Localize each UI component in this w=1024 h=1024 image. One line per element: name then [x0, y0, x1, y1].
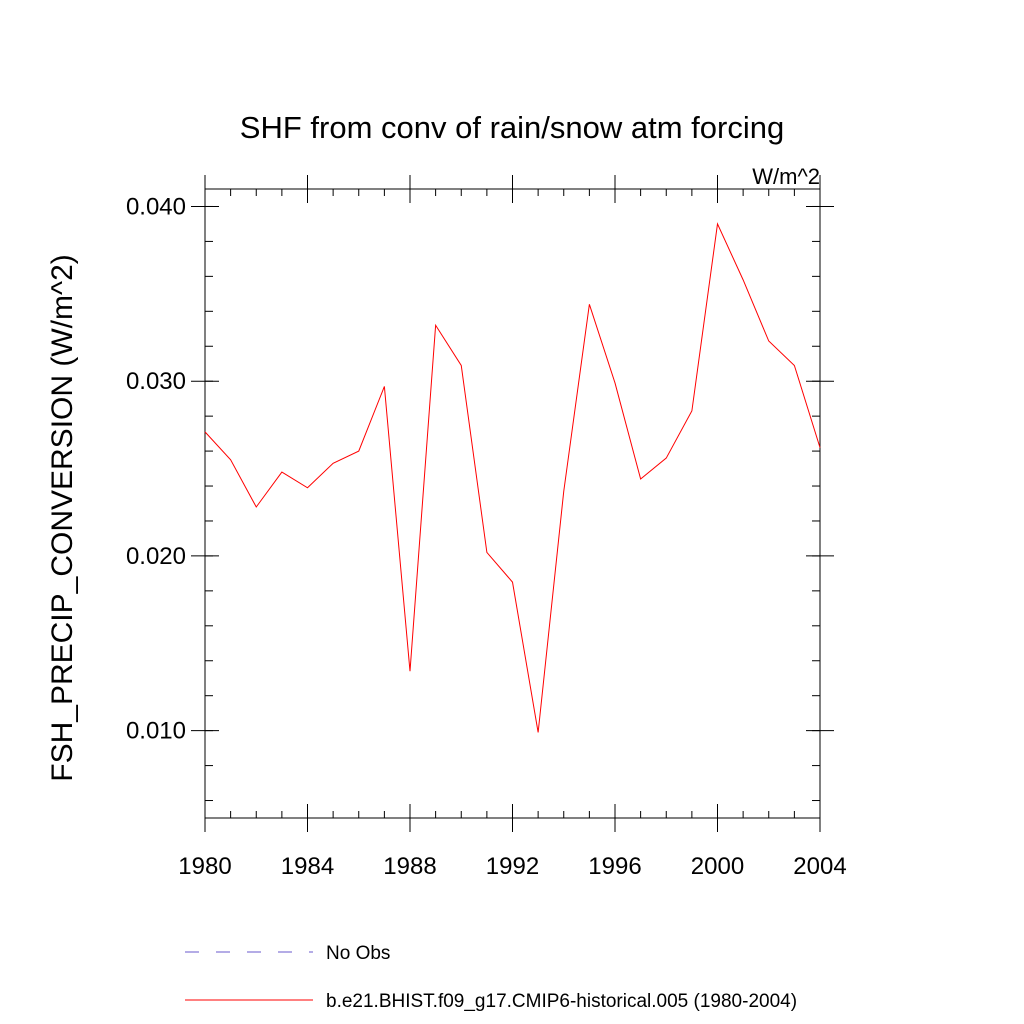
y-tick-label: 0.010: [126, 718, 186, 745]
series-line: [204, 222, 821, 733]
data-point: [615, 382, 616, 383]
data-point: [461, 365, 462, 366]
units-label: W/m^2: [752, 164, 820, 189]
legend: No Obs b.e21.BHIST.f09_g17.CMIP6-historic…: [185, 943, 797, 1012]
data-point: [512, 582, 513, 583]
x-tick-label: 1996: [588, 853, 641, 880]
data-point: [333, 463, 334, 464]
x-tick-label: 1992: [486, 853, 539, 880]
data-point: [410, 671, 411, 672]
data-point: [205, 431, 206, 432]
data-point: [538, 732, 539, 733]
legend-label: No Obs: [326, 943, 390, 964]
x-tick-label: 1988: [383, 853, 436, 880]
data-point: [640, 479, 641, 480]
data-point: [281, 472, 282, 473]
axis-ticks: [191, 175, 834, 832]
x-tick-label: 2000: [691, 853, 744, 880]
data-point: [358, 451, 359, 452]
chart-title: SHF from conv of rain/snow atm forcing: [240, 110, 784, 145]
legend-label: b.e21.BHIST.f09_g17.CMIP6-historical.005…: [326, 991, 797, 1012]
plot-frame: [204, 188, 821, 819]
y-tick-label: 0.020: [126, 543, 186, 570]
x-tick-label: 2004: [793, 853, 846, 880]
data-point: [743, 279, 744, 280]
data-point: [486, 552, 487, 553]
data-point: [563, 491, 564, 492]
data-point: [256, 506, 257, 507]
data-point: [307, 487, 308, 488]
data-point: [666, 458, 667, 459]
data-point: [691, 410, 692, 411]
data-point: [768, 341, 769, 342]
data-point: [589, 304, 590, 305]
x-tick-label: 1980: [178, 853, 231, 880]
data-point: [717, 223, 718, 224]
data-point: [820, 447, 821, 448]
axis-tick-labels: 0.010 0.020 0.030 0.040 1980 1984 1988 1992 1996…: [126, 193, 847, 880]
y-axis-label: FSH_PRECIP_CONVERSION (W/m^2): [46, 254, 79, 781]
data-point: [230, 459, 231, 460]
data-series: [204, 222, 821, 733]
y-tick-label: 0.030: [126, 368, 186, 395]
x-tick-label: 1984: [281, 853, 334, 880]
data-point: [384, 386, 385, 387]
data-point: [794, 365, 795, 366]
y-tick-label: 0.040: [126, 193, 186, 220]
data-point: [435, 325, 436, 326]
